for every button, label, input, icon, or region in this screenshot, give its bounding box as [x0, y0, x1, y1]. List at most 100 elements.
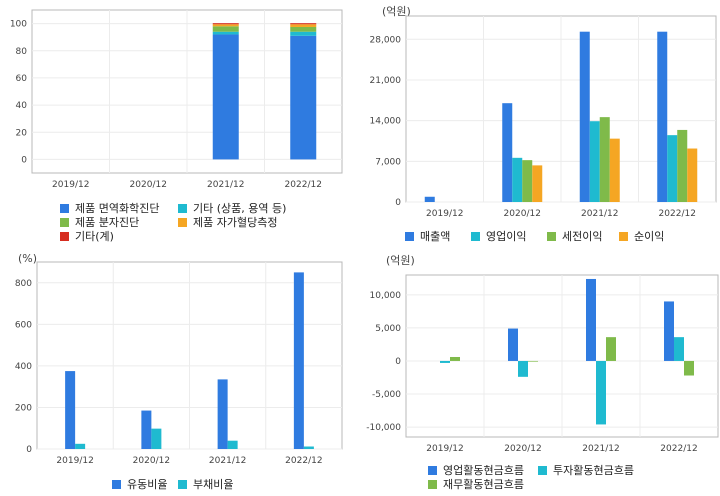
bar: [290, 24, 317, 27]
x-tick-label: 2020/12: [504, 444, 541, 454]
chart-ratios: 0 200 400 600 800 2019/12 2020/12 2021/12 2022/1…: [15, 261, 343, 466]
legend-label: 매출액: [420, 230, 451, 243]
legend-income: 매출액 영업이익 세전이익 순이익: [405, 228, 715, 244]
legend-swatch: [60, 203, 69, 213]
bar: [290, 35, 317, 160]
unit-label: (억원): [382, 5, 411, 18]
legend-swatch: [60, 217, 69, 227]
bar: [522, 160, 533, 202]
legend-swatch: [405, 231, 414, 241]
legend-swatch: [538, 465, 547, 475]
legend-item: 투자활동현금흐름: [538, 462, 634, 478]
y-tick-label: 0: [395, 357, 401, 367]
y-tick-label: 600: [15, 320, 32, 330]
legend-revenue-mix: 제품 면역화학진단 기타 (상품, 용역 등) 제품 분자진단 제품 자가혈당측…: [60, 200, 360, 245]
x-tick-label: 2021/12: [582, 444, 619, 454]
bar: [586, 278, 596, 361]
y-tick-label: -5,000: [372, 390, 401, 400]
bar: [532, 165, 543, 202]
bar: [677, 129, 688, 202]
bar: [293, 272, 304, 449]
chart-panel-ratios: (%) 0 200 400 600 800 2019/12 2020/12 2021/12 20…: [0, 248, 360, 496]
bar: [518, 360, 528, 377]
bar: [684, 360, 694, 376]
legend-swatch: [428, 465, 437, 475]
x-tick-label: 2021/12: [209, 456, 246, 466]
legend-item: 유동비율: [112, 476, 167, 492]
legend-label: 순이익: [634, 230, 665, 243]
unit-label: (억원): [386, 254, 415, 267]
bar: [212, 26, 239, 32]
legend-label: 재무활동현금흐름: [443, 478, 524, 491]
x-tick-label: 2022/12: [660, 444, 697, 454]
chart-revenue-mix: 0 20 40 60 80 100 2019/12 2020/12 2021/12 2022/12: [10, 9, 343, 190]
legend-label: 유동비율: [127, 478, 168, 491]
y-tick-label: 0: [395, 198, 401, 208]
bar: [508, 328, 518, 361]
x-tick-label: 2019/12: [426, 444, 463, 454]
bar: [212, 23, 239, 25]
y-tick-label: 60: [16, 74, 28, 84]
y-tick-label: 7,000: [375, 157, 401, 167]
chart-panel-income: (억원) 0 7,000 14,000 21,000 28,000 2019/12 2020…: [360, 0, 720, 248]
x-tick-label: 2021/12: [581, 209, 618, 219]
bar: [657, 31, 668, 202]
bar: [212, 24, 239, 27]
legend-label: 기타 (상품, 용역 등): [193, 202, 287, 215]
legend-item: 제품 분자진단: [60, 214, 139, 230]
legend-item: 영업활동현금흐름: [428, 462, 524, 478]
y-tick-label: 10,000: [370, 291, 402, 301]
bar: [579, 31, 590, 202]
y-tick-label: 80: [16, 47, 28, 57]
legend-item: 영업이익: [471, 228, 526, 244]
legend-swatch: [547, 231, 556, 241]
y-tick-label: 200: [15, 403, 32, 413]
y-tick-label: -10,000: [366, 423, 401, 433]
legend-swatch: [60, 231, 69, 241]
chart-panel-revenue-mix: 0 20 40 60 80 100 2019/12 2020/12 2021/12 2022/12…: [0, 0, 360, 248]
legend-cashflow: 영업활동현금흐름 투자활동현금흐름 재무활동현금흐름: [428, 462, 718, 492]
y-tick-label: 0: [26, 445, 32, 455]
x-tick-label: 2020/12: [130, 180, 167, 190]
y-tick-label: 100: [10, 20, 27, 30]
y-tick-label: 400: [15, 362, 32, 372]
legend-item: 제품 자가혈당측정: [178, 214, 277, 230]
bar: [596, 360, 606, 425]
bar: [290, 23, 317, 25]
bar: [674, 337, 684, 361]
bar: [75, 443, 86, 449]
x-tick-label: 2019/12: [52, 180, 89, 190]
legend-item: 부채비율: [178, 476, 233, 492]
y-tick-label: 5,000: [375, 324, 401, 334]
bar: [424, 196, 435, 202]
legend-item: 순이익: [619, 228, 664, 244]
bar: [290, 31, 317, 36]
legend-label: 세전이익: [562, 230, 603, 243]
legend-swatch: [619, 231, 628, 241]
y-tick-label: 14,000: [370, 117, 402, 127]
bar: [502, 103, 513, 202]
legend-label: 제품 면역화학진단: [75, 202, 160, 215]
y-tick-label: 40: [16, 101, 28, 111]
y-tick-label: 28,000: [370, 35, 402, 45]
legend-item: 기타(계): [60, 228, 114, 244]
legend-label: 투자활동현금흐름: [553, 464, 634, 477]
bar: [599, 117, 610, 202]
bar: [687, 148, 698, 202]
y-tick-label: 20: [16, 128, 28, 138]
legend-swatch: [178, 479, 187, 489]
bar: [512, 157, 523, 202]
chart-cashflow: -10,000 -5,000 0 5,000 10,000 2019/12 2020/12 2…: [366, 274, 719, 454]
unit-label: (%): [18, 252, 38, 265]
legend-label: 부채비율: [193, 478, 234, 491]
bar: [303, 446, 314, 449]
bar: [528, 360, 538, 362]
legend-label: 영업이익: [486, 230, 527, 243]
legend-ratios: 유동비율 부채비율: [112, 476, 352, 492]
legend-label: 제품 분자진단: [75, 216, 140, 229]
bar: [217, 379, 228, 449]
y-tick-label: 800: [15, 279, 32, 289]
legend-label: 제품 자가혈당측정: [193, 216, 278, 229]
legend-swatch: [112, 479, 121, 489]
bar: [589, 121, 600, 202]
